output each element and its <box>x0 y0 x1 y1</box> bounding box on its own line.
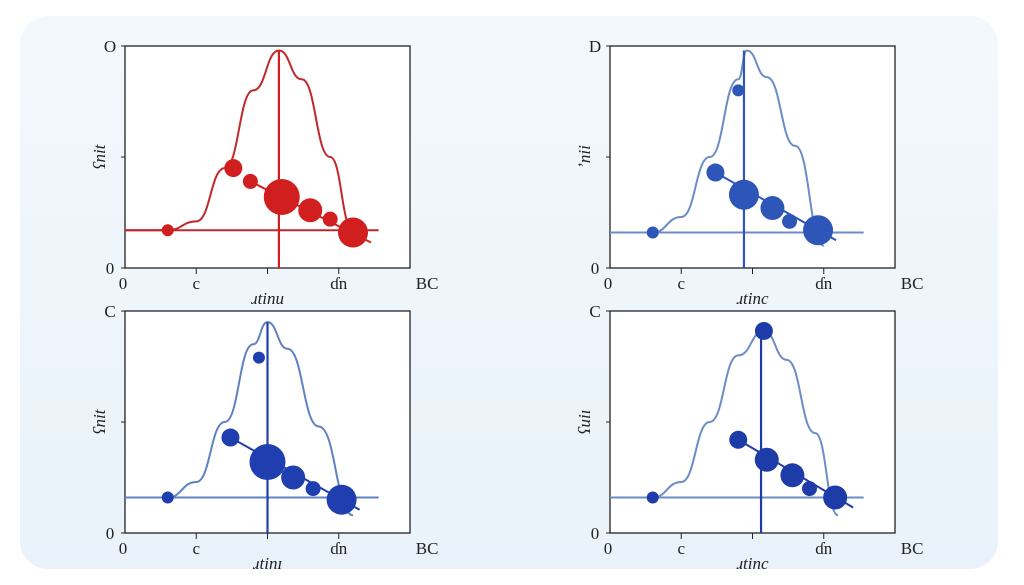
y-tick-label: 0 <box>106 259 115 278</box>
peak-curve <box>609 49 825 247</box>
x-tick-label: BC <box>901 539 924 558</box>
x-tick-label: BC <box>416 539 439 558</box>
chart-panel-top-right: D 0 ʼnii 0 c ɗn BC ɹtinc <box>575 30 923 308</box>
x-tick-label: 0 <box>604 274 613 293</box>
chart-svg: D 0 ʼnii 0 c ɗn BC ɹtinc <box>575 37 923 308</box>
data-point <box>732 84 745 97</box>
data-point <box>281 465 306 490</box>
data-point <box>823 485 848 510</box>
data-point <box>782 213 798 229</box>
data-point <box>803 215 834 246</box>
x-axis-label: ɹtinɪ <box>253 554 283 573</box>
x-tick-label: ɗn <box>330 274 348 293</box>
data-point <box>706 163 725 182</box>
data-point <box>221 428 240 447</box>
peak-curve <box>124 49 354 232</box>
x-tick-label: ɗn <box>330 539 348 558</box>
data-point <box>298 198 323 223</box>
y-axis-label: ʕuiı <box>575 410 594 435</box>
x-tick-label: c <box>192 539 200 558</box>
chart-panel-top-left: O 0 ʕnit 0 c ɗn BC ɹtinu <box>90 30 438 308</box>
data-point <box>161 491 174 504</box>
chart-panel-bottom-right: C 0 ʕuiı 0 c ɗn BC ɹtinc <box>575 295 923 573</box>
data-point <box>729 430 748 449</box>
x-tick-label: ɗn <box>815 539 833 558</box>
data-point <box>646 491 659 504</box>
data-point <box>322 211 338 227</box>
x-axis-label: ɹtinc <box>736 289 769 308</box>
y-axis-label: ʼnii <box>575 145 594 169</box>
data-point <box>760 196 785 221</box>
y-tick-label: 0 <box>591 259 600 278</box>
x-axis-label: ɹtinu <box>251 289 284 308</box>
chart-svg: C 0 ʕnit 0 c ɗn BC ɹtinɪ <box>90 302 438 573</box>
x-tick-label: 0 <box>604 539 613 558</box>
peak-curve <box>609 329 839 517</box>
data-point <box>242 173 258 189</box>
data-point <box>252 351 265 364</box>
y-tick-label: C <box>589 302 600 321</box>
data-point <box>249 443 286 480</box>
data-point <box>802 481 817 497</box>
data-point <box>780 463 805 488</box>
y-axis-label: ʕnit <box>90 408 109 434</box>
y-tick-label: O <box>104 37 116 56</box>
x-axis-label: ɹtinc <box>736 554 769 573</box>
x-tick-label: 0 <box>119 274 128 293</box>
x-tick-label: BC <box>901 274 924 293</box>
x-tick-label: BC <box>416 274 439 293</box>
y-tick-label: 0 <box>591 524 600 543</box>
x-tick-label: 0 <box>119 539 128 558</box>
y-tick-label: D <box>589 37 601 56</box>
data-point <box>224 159 243 178</box>
data-point <box>646 226 659 239</box>
data-point <box>338 217 368 248</box>
data-point <box>161 224 174 237</box>
data-point <box>754 447 779 472</box>
data-point <box>326 484 357 515</box>
peak-curve <box>124 321 354 517</box>
chart-panel-bottom-left: C 0 ʕnit 0 c ɗn BC ɹtinɪ <box>90 295 438 573</box>
chart-svg: C 0 ʕuiı 0 c ɗn BC ɹtinc <box>575 302 923 573</box>
data-point <box>305 481 321 497</box>
data-point <box>754 321 773 340</box>
y-tick-label: 0 <box>106 524 115 543</box>
x-tick-label: c <box>192 274 200 293</box>
x-tick-label: ɗn <box>815 274 833 293</box>
data-point <box>728 179 759 210</box>
x-tick-label: c <box>677 539 685 558</box>
chart-svg: O 0 ʕnit 0 c ɗn BC ɹtinu <box>90 37 438 308</box>
y-axis-label: ʕnit <box>90 143 109 169</box>
y-tick-label: C <box>104 302 115 321</box>
data-point <box>263 178 300 215</box>
x-tick-label: c <box>677 274 685 293</box>
